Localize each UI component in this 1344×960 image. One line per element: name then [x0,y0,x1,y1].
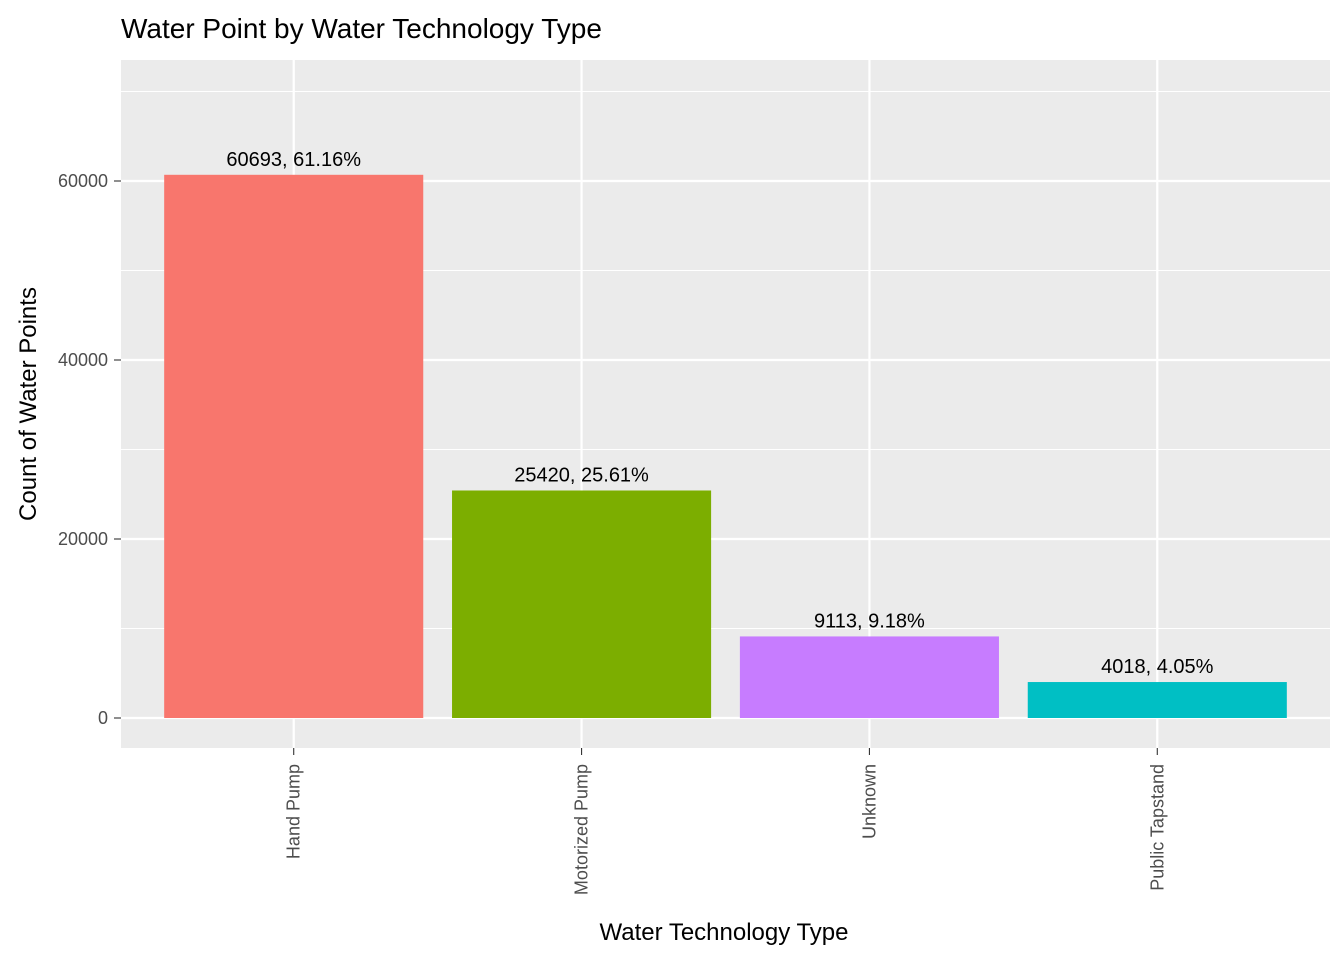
x-axis: Hand Pump Motorized Pump Unknown Public Tap… [284,748,1167,895]
data-label: 60693, 61.16% [226,149,361,171]
bars [164,174,1287,718]
x-axis-title: Water Technology Type [599,919,848,946]
y-axis: 0 20000 40000 60000 [58,171,121,728]
bar [452,490,712,718]
data-label: 4018, 4.05% [1101,656,1214,678]
y-tick-label: 0 [98,708,108,728]
y-tick-label: 40000 [58,350,108,370]
y-tick-label: 60000 [58,171,108,191]
x-tick-label: Public Tapstand [1147,764,1167,891]
chart-title: Water Point by Water Technology Type [121,13,602,44]
x-tick-label: Motorized Pump [572,764,592,895]
data-label: 25420, 25.61% [514,464,649,486]
bar [739,636,999,718]
data-labels: 60693, 61.16% 25420, 25.61% 9113, 9.18% 401… [226,149,1213,678]
y-tick-label: 20000 [58,529,108,549]
x-tick-label: Hand Pump [284,764,304,859]
bar [1027,682,1287,718]
bar [164,174,424,718]
y-axis-title: Count of Water Points [15,287,42,521]
x-tick-label: Unknown [859,764,879,839]
data-label: 9113, 9.18% [814,610,925,632]
